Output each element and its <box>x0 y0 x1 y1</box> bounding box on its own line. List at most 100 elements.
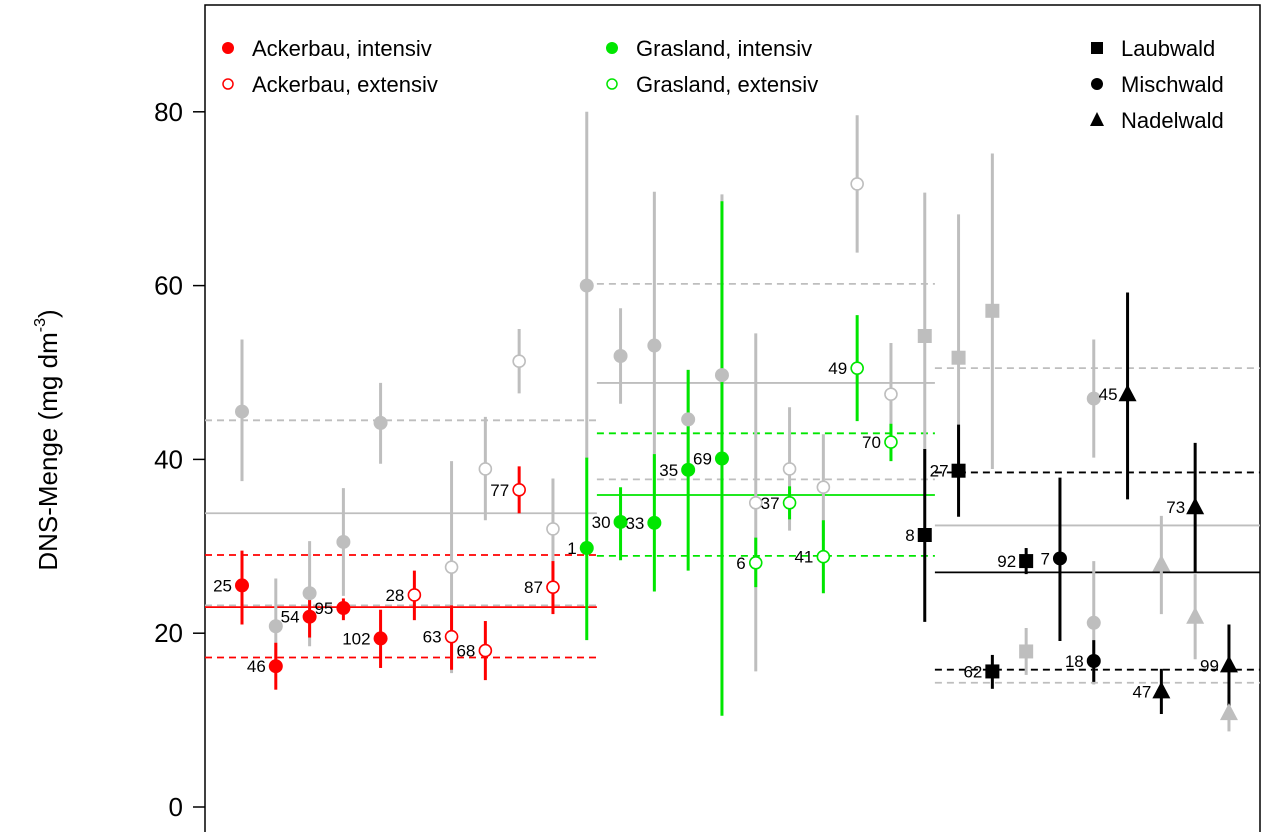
data-point-13 <box>478 462 493 476</box>
point-label-38: 70 <box>862 433 881 452</box>
data-point-28 <box>714 451 729 466</box>
data-point-56 <box>1219 703 1238 721</box>
data-point-15 <box>512 354 526 369</box>
data-point-34 <box>816 549 831 564</box>
data-point-31 <box>782 462 797 476</box>
data-point-16 <box>512 483 526 497</box>
data-point-14 <box>478 643 493 658</box>
y-tick-label-4: 80 <box>154 97 183 127</box>
point-label-20: 1 <box>567 539 576 558</box>
legend-label-0: Ackerbau, intensiv <box>252 36 432 61</box>
y-tick-label-1: 20 <box>154 618 183 648</box>
data-point-5 <box>302 609 317 624</box>
point-label-42: 27 <box>930 462 949 481</box>
data-point-30 <box>748 556 763 570</box>
legend-marker-1 <box>222 78 234 90</box>
y-tick-label-2: 40 <box>154 444 183 474</box>
legend-marker-5 <box>1091 78 1103 90</box>
data-point-50 <box>1086 654 1101 669</box>
data-point-9 <box>373 631 388 646</box>
point-label-3: 46 <box>247 657 266 676</box>
point-label-26: 35 <box>659 461 678 480</box>
data-point-39 <box>917 329 932 344</box>
point-label-18: 87 <box>524 578 543 597</box>
data-point-55 <box>1186 497 1205 515</box>
data-point-7 <box>336 600 351 615</box>
data-point-46 <box>1019 554 1034 569</box>
point-label-36: 49 <box>828 359 847 378</box>
data-point-3 <box>268 659 283 674</box>
point-label-47: 7 <box>1040 549 1049 568</box>
data-point-24 <box>647 515 662 530</box>
data-point-21 <box>613 348 628 363</box>
legend: Ackerbau, intensiv Ackerbau, extensiv Gras… <box>222 36 1224 133</box>
data-point-48 <box>1086 391 1101 406</box>
data-point-23 <box>647 338 662 353</box>
data-point-10 <box>407 588 422 602</box>
point-label-55: 73 <box>1166 498 1185 517</box>
point-label-14: 68 <box>456 642 475 661</box>
data-point-4 <box>302 586 317 601</box>
data-point-0 <box>235 404 249 419</box>
point-label-53: 47 <box>1132 682 1151 701</box>
data-point-20 <box>579 541 594 556</box>
y-tick-label-0: 0 <box>169 792 183 822</box>
legend-marker-2 <box>606 42 618 54</box>
data-point-33 <box>816 480 831 495</box>
data-point-12 <box>444 629 459 644</box>
point-label-34: 41 <box>794 548 813 567</box>
legend-label-2: Grasland, intensiv <box>636 36 812 61</box>
point-label-57: 99 <box>1200 656 1219 675</box>
data-point-25 <box>681 412 696 427</box>
legend-label-3: Grasland, extensiv <box>636 72 818 97</box>
data-point-52 <box>1152 554 1171 572</box>
data-point-38 <box>884 435 898 449</box>
point-label-7: 95 <box>314 599 333 618</box>
point-label-44: 62 <box>963 662 982 681</box>
data-point-54 <box>1186 606 1205 624</box>
data-point-49 <box>1086 615 1101 630</box>
data-point-8 <box>373 415 388 430</box>
data-point-11 <box>444 560 459 574</box>
y-axis-label: DNS-Menge (mg dm-3) <box>32 309 63 570</box>
point-label-46: 92 <box>997 552 1016 571</box>
point-label-40: 8 <box>905 526 914 545</box>
data-point-43 <box>985 303 1000 318</box>
point-label-51: 45 <box>1099 385 1118 404</box>
legend-label-4: Laubwald <box>1121 36 1215 61</box>
data-point-44 <box>985 664 1000 679</box>
data-point-45 <box>1019 644 1034 659</box>
legend-marker-6 <box>1090 112 1104 126</box>
data-points <box>235 177 1238 721</box>
point-label-24: 33 <box>625 514 644 533</box>
data-point-37 <box>884 387 898 402</box>
legend-marker-4 <box>1091 42 1103 54</box>
y-axis-label-main: DNS-Menge (mg dm <box>33 332 63 570</box>
data-point-35 <box>850 177 864 191</box>
y-axis: 0 20 40 60 80 <box>154 97 205 822</box>
data-point-47 <box>1052 551 1067 566</box>
data-point-40 <box>917 528 932 543</box>
point-label-50: 18 <box>1065 652 1084 671</box>
data-point-42 <box>951 463 966 478</box>
data-point-29 <box>748 496 763 510</box>
data-point-2 <box>268 619 283 634</box>
data-point-6 <box>336 534 351 549</box>
data-point-27 <box>714 368 729 383</box>
point-label-12: 63 <box>423 628 442 647</box>
point-label-22: 30 <box>592 513 611 532</box>
reference-lines <box>205 282 1260 684</box>
data-point-36 <box>850 361 864 375</box>
legend-marker-3 <box>606 78 618 90</box>
point-label-10: 28 <box>385 586 404 605</box>
data-point-19 <box>579 278 594 293</box>
point-label-32: 37 <box>761 494 780 513</box>
data-point-32 <box>782 496 797 510</box>
plot-frame <box>204 4 1261 837</box>
y-axis-label-exponent: -3 <box>32 318 49 332</box>
point-label-30: 6 <box>736 554 745 573</box>
error-bars <box>240 111 1231 732</box>
data-point-41 <box>951 350 966 365</box>
